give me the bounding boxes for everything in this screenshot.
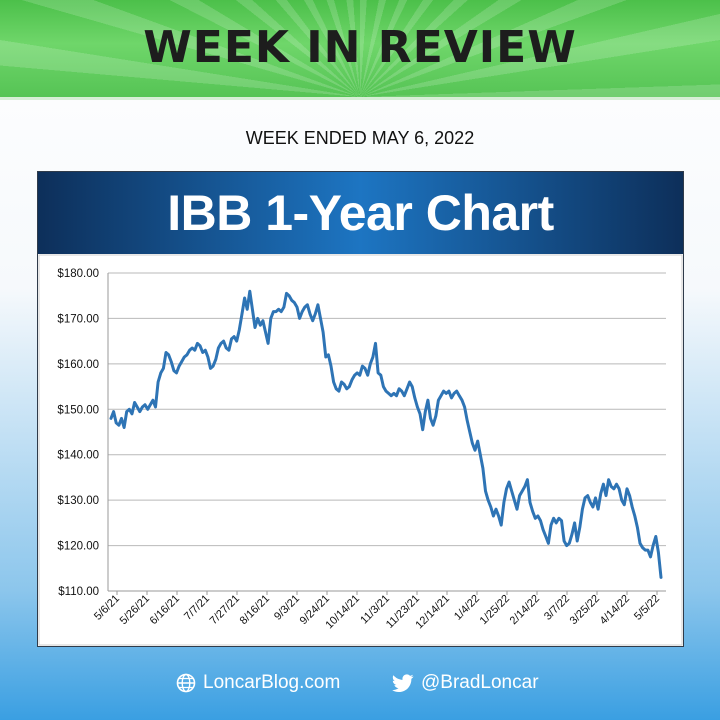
footer: LoncarBlog.com @BradLoncar [0, 672, 720, 698]
y-axis-ticks: $110.00 $120.00 $130.00 $140.00 $150.00 $160.… [57, 268, 99, 598]
y-tick-label: $140.00 [57, 450, 99, 462]
y-tick-label: $110.00 [58, 586, 99, 598]
y-tick-label: $160.00 [57, 359, 99, 371]
chart-banner-title: IBB 1-Year Chart [167, 185, 554, 241]
footer-twitter[interactable]: @BradLoncar [392, 672, 539, 694]
header-banner: WEEK IN REVIEW [0, 0, 720, 100]
chart-series [109, 289, 663, 579]
y-tick-label: $120.00 [57, 541, 99, 553]
chart-banner: IBB 1-Year Chart [38, 172, 683, 254]
y-tick-label: $130.00 [57, 495, 99, 507]
plot-area-border [38, 254, 683, 646]
chart-gridlines [107, 272, 666, 592]
ibb-price-line [109, 289, 663, 579]
footer-website[interactable]: LoncarBlog.com [176, 672, 340, 694]
footer-twitter-label: @BradLoncar [421, 672, 539, 693]
header-title: WEEK IN REVIEW [143, 22, 577, 73]
week-ended-subtitle: WEEK ENDED MAY 6, 2022 [245, 128, 475, 148]
ibb-line-chart: $110.00 $120.00 $130.00 $140.00 $150.00 $160.… [38, 254, 683, 646]
y-tick-label: $150.00 [57, 404, 99, 416]
footer-website-label: LoncarBlog.com [203, 672, 341, 693]
y-tick-label: $170.00 [57, 313, 99, 325]
chart-card: IBB 1-Year Chart $110.00 $120.00 $130.00 $1… [37, 171, 684, 647]
y-tick-label: $180.00 [57, 268, 99, 280]
globe-icon [176, 673, 196, 693]
twitter-bird-icon [392, 673, 414, 692]
